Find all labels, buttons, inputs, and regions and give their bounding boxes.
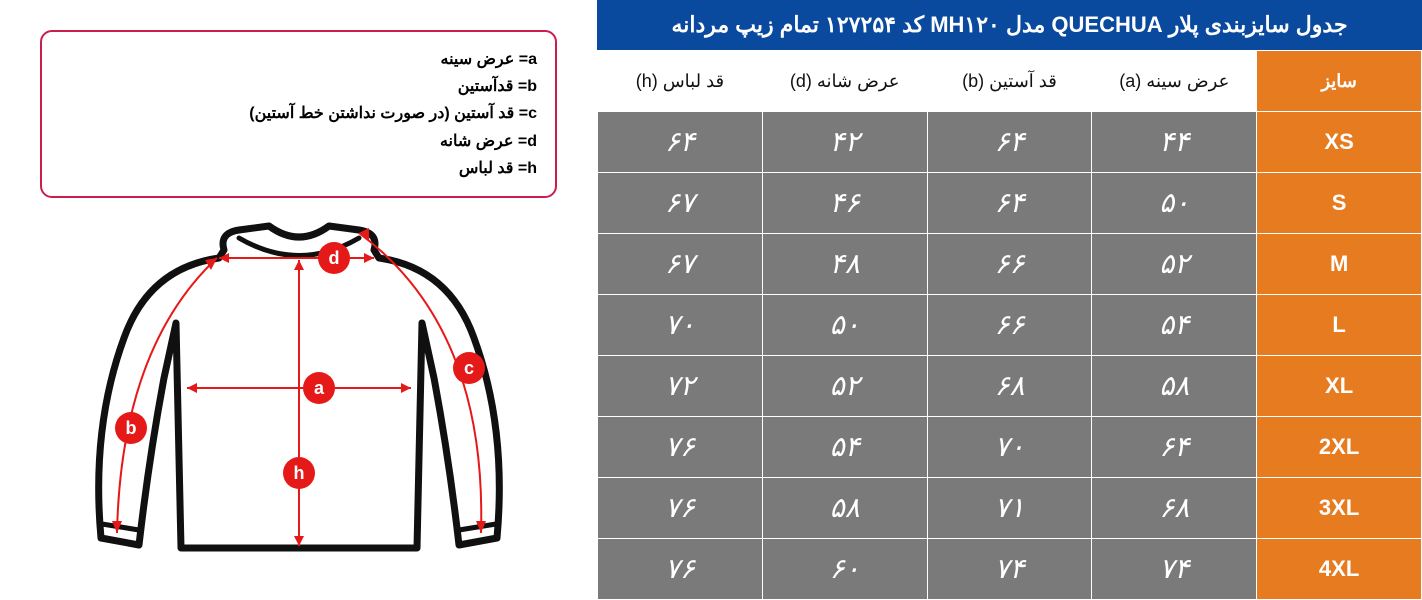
size-table: سایزعرض سینه (a)قد آستین (b)عرض شانه (d)… xyxy=(597,50,1422,600)
cell-b: ۶۸ xyxy=(927,356,1092,417)
cell-h: ۶۷ xyxy=(598,234,763,295)
svg-text:c: c xyxy=(463,358,473,378)
arrow-head xyxy=(401,383,411,393)
cell-d: ۵۰ xyxy=(762,295,927,356)
legend-box: a= عرض سینهb= قدآستینc= قد آستین (در صور… xyxy=(40,30,557,198)
marker-h: h xyxy=(283,457,315,489)
table-row: M۵۲۶۶۴۸۶۷ xyxy=(598,234,1422,295)
table-body: XS۴۴۶۴۴۲۶۴S۵۰۶۴۴۶۶۷M۵۲۶۶۴۸۶۷L۵۴۶۶۵۰۷۰XL۵… xyxy=(598,112,1422,600)
cell-d: ۵۸ xyxy=(762,478,927,539)
cell-a: ۵۲ xyxy=(1092,234,1257,295)
size-table-section: جدول سایزبندی پلار QUECHUA مدل MH۱۲۰ کد … xyxy=(597,0,1422,588)
cell-size: S xyxy=(1257,173,1422,234)
cell-a: ۵۴ xyxy=(1092,295,1257,356)
cell-b: ۷۱ xyxy=(927,478,1092,539)
table-row: 2XL۶۴۷۰۵۴۷۶ xyxy=(598,417,1422,478)
marker-b: b xyxy=(115,412,147,444)
cell-size: 4XL xyxy=(1257,539,1422,600)
table-row: L۵۴۶۶۵۰۷۰ xyxy=(598,295,1422,356)
table-row: 4XL۷۴۷۴۶۰۷۶ xyxy=(598,539,1422,600)
cell-size: L xyxy=(1257,295,1422,356)
cell-a: ۵۸ xyxy=(1092,356,1257,417)
cell-b: ۷۴ xyxy=(927,539,1092,600)
dim-b-line xyxy=(117,258,217,533)
cell-h: ۶۷ xyxy=(598,173,763,234)
svg-text:d: d xyxy=(328,248,339,268)
cell-h: ۷۶ xyxy=(598,539,763,600)
cell-b: ۶۴ xyxy=(927,173,1092,234)
cell-size: M xyxy=(1257,234,1422,295)
cell-h: ۷۲ xyxy=(598,356,763,417)
cell-h: ۶۴ xyxy=(598,112,763,173)
cell-d: ۴۶ xyxy=(762,173,927,234)
cell-d: ۴۸ xyxy=(762,234,927,295)
cell-d: ۵۲ xyxy=(762,356,927,417)
cell-a: ۴۴ xyxy=(1092,112,1257,173)
svg-text:h: h xyxy=(293,463,304,483)
cell-d: ۶۰ xyxy=(762,539,927,600)
legend-b: b= قدآستین xyxy=(60,73,537,100)
cuff-left xyxy=(102,524,139,530)
cell-h: ۷۶ xyxy=(598,417,763,478)
col-b: قد آستین (b) xyxy=(927,51,1092,112)
marker-c: c xyxy=(453,352,485,384)
svg-text:b: b xyxy=(125,418,136,438)
cell-h: ۷۶ xyxy=(598,478,763,539)
cell-b: ۷۰ xyxy=(927,417,1092,478)
table-row: XL۵۸۶۸۵۲۷۲ xyxy=(598,356,1422,417)
marker-a: a xyxy=(303,372,335,404)
col-a: عرض سینه (a) xyxy=(1092,51,1257,112)
arrow-head xyxy=(187,383,197,393)
cell-h: ۷۰ xyxy=(598,295,763,356)
cuff-right xyxy=(459,524,496,530)
cell-a: ۶۴ xyxy=(1092,417,1257,478)
marker-d: d xyxy=(318,242,350,274)
legend-h: h= قد لباس xyxy=(60,155,537,182)
table-row: S۵۰۶۴۴۶۶۷ xyxy=(598,173,1422,234)
cell-size: XS xyxy=(1257,112,1422,173)
cell-a: ۷۴ xyxy=(1092,539,1257,600)
cell-b: ۶۶ xyxy=(927,295,1092,356)
cell-size: 3XL xyxy=(1257,478,1422,539)
arrow-head xyxy=(294,260,304,270)
legend-c: c= قد آستین (در صورت نداشتن خط آستین) xyxy=(60,100,537,127)
cell-a: ۵۰ xyxy=(1092,173,1257,234)
cell-a: ۶۸ xyxy=(1092,478,1257,539)
cell-size: XL xyxy=(1257,356,1422,417)
cell-d: ۴۲ xyxy=(762,112,927,173)
col-d: عرض شانه (d) xyxy=(762,51,927,112)
legend-d: d= عرض شانه xyxy=(60,128,537,155)
col-size: سایز xyxy=(1257,51,1422,112)
cell-d: ۵۴ xyxy=(762,417,927,478)
cell-size: 2XL xyxy=(1257,417,1422,478)
shirt-diagram: d a h b c xyxy=(69,218,529,588)
svg-text:a: a xyxy=(313,378,324,398)
table-row: 3XL۶۸۷۱۵۸۷۶ xyxy=(598,478,1422,539)
diagram-section: a= عرض سینهb= قدآستینc= قد آستین (در صور… xyxy=(0,0,597,588)
table-row: XS۴۴۶۴۴۲۶۴ xyxy=(598,112,1422,173)
arrow-head xyxy=(364,253,374,263)
col-h: قد لباس (h) xyxy=(598,51,763,112)
cell-b: ۶۶ xyxy=(927,234,1092,295)
table-title: جدول سایزبندی پلار QUECHUA مدل MH۱۲۰ کد … xyxy=(597,0,1422,50)
table-header: سایزعرض سینه (a)قد آستین (b)عرض شانه (d)… xyxy=(598,51,1422,112)
cell-b: ۶۴ xyxy=(927,112,1092,173)
legend-a: a= عرض سینه xyxy=(60,46,537,73)
